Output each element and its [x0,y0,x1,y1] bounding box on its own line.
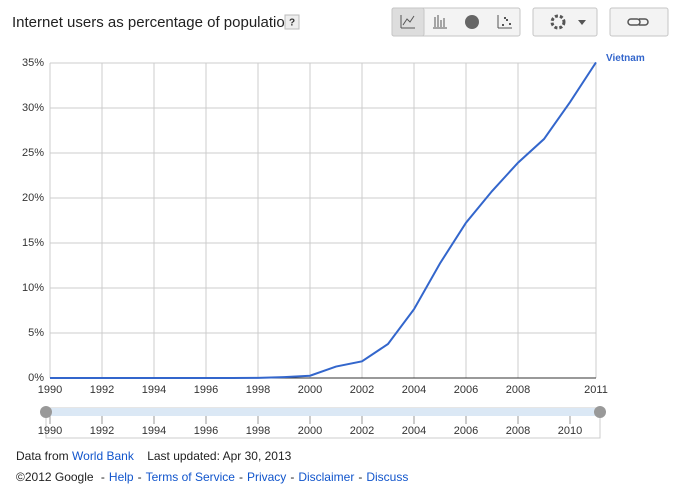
footer-link[interactable]: Disclaimer [298,470,355,484]
copyright: ©2012 Google [16,470,94,484]
separator: - [358,470,363,484]
footer-link[interactable]: Privacy [246,470,287,484]
x-tick-label: 1998 [246,384,270,396]
source-line: Data from World Bank Last updated: Apr 3… [16,449,291,463]
link-button[interactable] [609,7,669,37]
timeline-label: 2000 [298,425,322,437]
help-button[interactable] [284,14,300,30]
timeline [40,406,606,439]
timeline-label: 1992 [90,425,114,437]
footer-link[interactable]: Help [108,470,134,484]
timeline-label: 2006 [454,425,478,437]
y-tick-label: 35% [22,57,44,69]
line-icon [400,15,415,29]
source-prefix: Data from [16,449,69,463]
timeline-label: 1998 [246,425,270,437]
last-updated: Last updated: Apr 30, 2013 [147,449,292,463]
link-icon [627,18,649,26]
y-tick-label: 25% [22,147,44,159]
y-tick-label: 5% [28,327,44,339]
dropdown-arrow [578,20,586,25]
timeline-label: 2004 [402,425,426,437]
separator: - [100,470,105,484]
y-tick-label: 20% [22,192,44,204]
bar-button[interactable] [433,15,447,29]
separator: - [290,470,295,484]
series-line [50,61,597,379]
y-tick-label: 10% [22,282,44,294]
y-tick-label: 15% [22,237,44,249]
x-tick-label: 1994 [142,384,166,396]
timeline-label: 1990 [38,425,62,437]
x-tick-label: 2011 [584,384,608,396]
timeline-label: 2010 [558,425,582,437]
x-tick-label: 2004 [402,384,426,396]
gear-icon [550,14,566,30]
footer-links: ©2012 Google - Help - Terms of Service - Priv… [16,470,408,484]
x-tick-label: 2000 [298,384,322,396]
chart: Internet users as percentage of populati… [12,7,669,439]
toolbar [391,7,669,37]
separator: - [238,470,243,484]
chart-title: Internet users as percentage of populati… [12,14,293,31]
y-tick-label: 0% [28,372,44,384]
timeline-label: 2008 [506,425,530,437]
x-tick-label: 2008 [506,384,530,396]
x-tick-label: 2002 [350,384,374,396]
x-tick-label: 1990 [38,384,62,396]
x-tick-label: 2006 [454,384,478,396]
x-tick-label: 1996 [194,384,218,396]
help-label[interactable]: ? [289,18,295,29]
y-tick-label: 30% [22,102,44,114]
timeline-label: 1996 [194,425,218,437]
timeline-range[interactable] [46,408,600,416]
map-button[interactable] [465,15,479,29]
timeline-label: 1994 [142,425,166,437]
scatter-button[interactable] [497,15,512,29]
timeline-handle[interactable] [594,406,606,418]
timeline-label: 2002 [350,425,374,437]
line-button[interactable] [391,7,425,37]
separator: - [137,470,142,484]
x-tick-label: 1992 [90,384,114,396]
scatter-icon [502,17,511,26]
timeline-handle[interactable] [40,406,52,418]
footer-link[interactable]: Terms of Service [145,470,235,484]
series-label: Vietnam [606,53,645,64]
source-link[interactable]: World Bank [72,449,134,463]
footer-link[interactable]: Discuss [366,470,409,484]
